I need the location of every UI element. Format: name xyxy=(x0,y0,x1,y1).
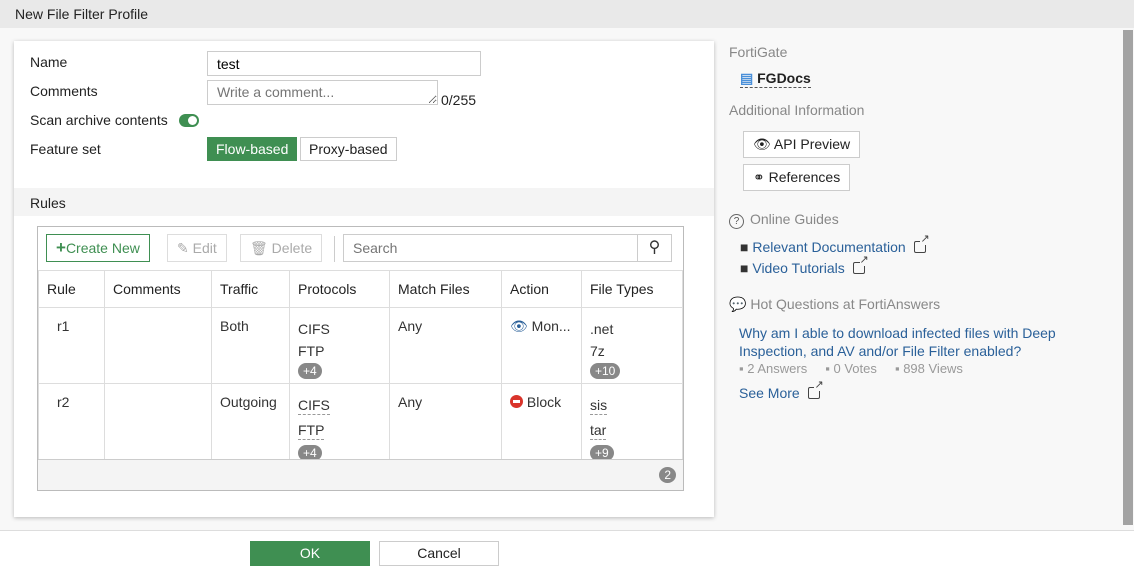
name-input[interactable] xyxy=(207,51,481,76)
toolbar-divider xyxy=(334,236,335,262)
col-comments[interactable]: Comments xyxy=(104,270,212,308)
proxy-based-option[interactable]: Proxy-based xyxy=(300,137,397,161)
name-label: Name xyxy=(30,54,68,70)
see-more-link[interactable]: See More xyxy=(739,380,1109,401)
flow-based-option[interactable]: Flow-based xyxy=(207,137,298,161)
more-badge[interactable]: +10 xyxy=(590,363,621,379)
rule-name: r2 xyxy=(38,383,105,462)
rule-name: r1 xyxy=(38,307,105,384)
online-guides-heading: ? Online Guides xyxy=(729,211,1109,229)
question-stats: ▪ 2 Answers ▪ 0 Votes ▪ 898 Views xyxy=(739,361,963,376)
rules-table: +Create New ✎ Edit 🗑 Delete ⚲ Rule Comme… xyxy=(37,226,684,491)
delete-button[interactable]: 🗑 Delete xyxy=(240,234,323,262)
eye-icon: 👁 xyxy=(753,136,771,152)
col-match-files[interactable]: Match Files xyxy=(389,270,502,308)
create-new-button[interactable]: +Create New xyxy=(46,234,150,262)
pencil-icon: ✎ xyxy=(177,240,193,256)
table-row[interactable]: r1 Both CIFS FTP +4 Any 👁 Mon... .net 7z +10 xyxy=(38,307,683,384)
rules-grid: Rule Comments Traffic Protocols Match Fi… xyxy=(38,270,683,462)
additional-info-heading: Additional Information xyxy=(729,102,865,118)
trash-icon: 🗑 xyxy=(250,240,272,256)
rule-action: 👁 Mon... xyxy=(501,307,582,384)
comments-counter: 0/255 xyxy=(441,92,477,108)
protocol: CIFS xyxy=(298,321,330,337)
cancel-button[interactable]: Cancel xyxy=(379,541,499,566)
comments-icon: 💬 xyxy=(729,296,747,312)
question-circle-icon: ? xyxy=(729,214,744,229)
rule-comments xyxy=(104,307,212,384)
hot-questions-heading: 💬 Hot Questions at FortiAnswers xyxy=(729,296,941,312)
more-badge[interactable]: +9 xyxy=(590,445,614,461)
relevant-doc-link[interactable]: ■ Relevant Documentation xyxy=(740,234,1109,255)
row-count-badge: 2 xyxy=(659,467,676,483)
comments-label: Comments xyxy=(30,83,98,99)
api-preview-button[interactable]: 👁 API Preview xyxy=(743,131,861,158)
block-icon xyxy=(510,395,523,408)
rule-file-types: sis tar +9 xyxy=(581,383,683,462)
protocol: FTP xyxy=(298,343,325,359)
external-link-icon xyxy=(807,380,824,399)
dialog-footer: OK Cancel xyxy=(0,530,1134,584)
eye-icon: 👁 xyxy=(510,318,528,334)
rule-protocols: CIFS FTP +4 xyxy=(289,307,390,384)
feature-set-label: Feature set xyxy=(30,141,101,157)
comment-icon: ▪ xyxy=(739,361,744,376)
rule-traffic: Outgoing xyxy=(211,383,290,462)
protocol[interactable]: FTP xyxy=(298,422,325,440)
book-icon: ■ xyxy=(740,239,749,255)
file-type: .net xyxy=(590,321,614,337)
side-panel: FortiGate ▤ FGDocs Additional Informatio… xyxy=(729,44,1109,401)
edit-button[interactable]: ✎ Edit xyxy=(167,234,227,262)
table-footer: 2 xyxy=(38,459,683,490)
table-row[interactable]: r2 Outgoing CIFS FTP +4 Any Block sis tar +9 xyxy=(38,383,683,462)
col-file-types[interactable]: File Types xyxy=(581,270,683,308)
external-link-icon xyxy=(913,234,930,253)
profile-form: Name Comments 0/255 Scan archive content… xyxy=(14,41,714,517)
file-type[interactable]: sis xyxy=(590,397,608,415)
file-type: 7z xyxy=(590,343,605,359)
col-traffic[interactable]: Traffic xyxy=(211,270,290,308)
col-rule[interactable]: Rule xyxy=(38,270,105,308)
link-icon: ⚭ xyxy=(753,169,765,185)
question-link[interactable]: Why am I able to download infected files… xyxy=(739,325,1056,359)
scan-archive-toggle[interactable] xyxy=(179,114,199,127)
document-icon: ▤ xyxy=(740,70,754,86)
comments-input[interactable] xyxy=(207,80,438,105)
rule-comments xyxy=(104,383,212,462)
col-protocols[interactable]: Protocols xyxy=(289,270,390,308)
rule-traffic: Both xyxy=(211,307,290,384)
rule-match-files: Any xyxy=(389,383,502,462)
protocol[interactable]: CIFS xyxy=(298,397,330,415)
more-badge[interactable]: +4 xyxy=(298,445,322,461)
search-icon[interactable]: ⚲ xyxy=(637,234,672,262)
scan-archive-label: Scan archive contents xyxy=(30,112,168,128)
rule-file-types: .net 7z +10 xyxy=(581,307,683,384)
fortigate-heading: FortiGate xyxy=(729,44,788,60)
ok-button[interactable]: OK xyxy=(250,541,370,566)
external-link-icon xyxy=(852,255,869,274)
rules-section-header: Rules xyxy=(14,188,714,216)
video-tutorials-link[interactable]: ■ Video Tutorials xyxy=(740,255,1109,276)
rule-action: Block xyxy=(501,383,582,462)
plus-icon: + xyxy=(56,238,66,257)
rule-protocols: CIFS FTP +4 xyxy=(289,383,390,462)
fgdocs-link[interactable]: ▤ FGDocs xyxy=(740,70,811,88)
col-action[interactable]: Action xyxy=(501,270,582,308)
more-badge[interactable]: +4 xyxy=(298,363,322,379)
references-button[interactable]: ⚭ References xyxy=(743,164,851,191)
video-camera-icon: ■ xyxy=(740,260,749,276)
dialog-title: New File Filter Profile xyxy=(0,0,1134,28)
rule-match-files: Any xyxy=(389,307,502,384)
thumbs-up-icon: ▪ xyxy=(825,361,830,376)
search-input[interactable] xyxy=(343,234,638,262)
table-header: Rule Comments Traffic Protocols Match Fi… xyxy=(38,270,683,308)
eye-icon: ▪ xyxy=(894,361,900,376)
file-type[interactable]: tar xyxy=(590,422,607,440)
scrollbar[interactable] xyxy=(1123,30,1133,525)
